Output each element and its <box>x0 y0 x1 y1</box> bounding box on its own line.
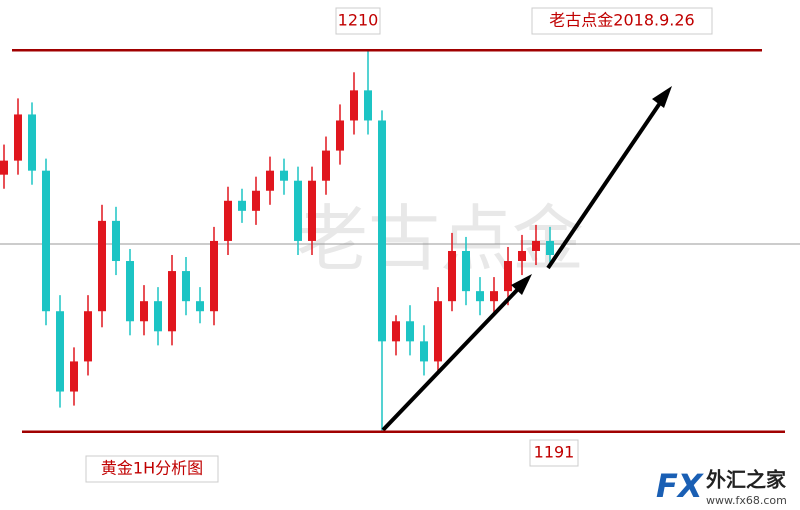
candle-body <box>224 200 232 241</box>
candle-body <box>504 261 512 292</box>
candle-body <box>210 240 218 312</box>
candle-body <box>154 301 162 332</box>
candle-body <box>42 170 50 312</box>
candle-body <box>378 120 386 342</box>
candle-body <box>196 301 204 312</box>
watermark: 老古点金 <box>296 197 584 281</box>
candle-body <box>140 301 148 322</box>
candle-body <box>294 180 302 241</box>
label-box <box>529 439 579 467</box>
candle-body <box>56 311 64 392</box>
candle-body <box>406 321 414 342</box>
logo-brand: FX <box>656 467 704 505</box>
candle-body <box>182 271 190 302</box>
candle-body <box>392 321 400 342</box>
candle-body <box>350 90 358 121</box>
candle-body <box>364 90 372 121</box>
label-box <box>531 7 713 35</box>
candle-body <box>126 261 134 322</box>
candle-body <box>476 291 484 302</box>
label-box <box>85 455 219 483</box>
candle-body <box>98 220 106 312</box>
candle-body <box>0 160 8 175</box>
candle-body <box>448 250 456 302</box>
candle-body <box>168 271 176 332</box>
logo-url: www.fx68.com <box>706 494 787 507</box>
chart-title: 老古点金2018.9.26 <box>549 11 694 30</box>
candle-body <box>84 311 92 362</box>
arrows <box>381 86 672 432</box>
logo-name: 外汇之家 <box>706 468 787 492</box>
candle-body <box>434 301 442 362</box>
candle-body <box>546 240 554 255</box>
candle-body <box>308 180 316 241</box>
candle-body <box>70 361 78 392</box>
level-label: 1191 <box>534 443 575 462</box>
candle-body <box>336 120 344 151</box>
candle-body <box>266 170 274 191</box>
logo: FX 外汇之家 www.fx68.com <box>656 467 787 507</box>
label-box <box>335 7 381 35</box>
candle-body <box>420 341 428 362</box>
candle-body <box>322 150 330 181</box>
candle-body <box>112 220 120 262</box>
chart-subtitle: 黄金1H分析图 <box>101 459 203 478</box>
candle-body <box>532 240 540 251</box>
candle-body <box>28 114 36 171</box>
candle-body <box>490 291 498 302</box>
candle-body <box>14 114 22 161</box>
candle-body <box>238 200 246 211</box>
candle-body <box>462 250 470 292</box>
candle-body <box>252 190 260 211</box>
candle-body <box>518 250 526 262</box>
candle-body <box>280 170 288 181</box>
level-label: 1210 <box>338 11 379 30</box>
